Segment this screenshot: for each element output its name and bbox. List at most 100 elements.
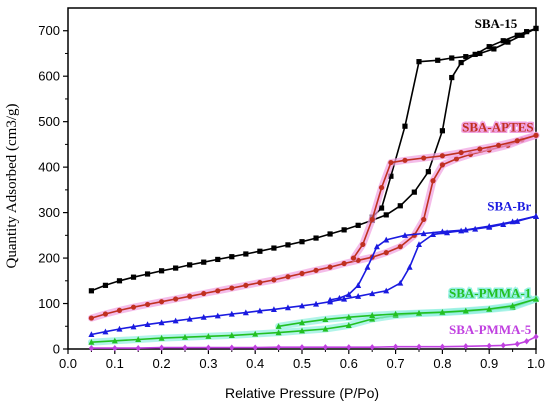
sba-aptes-adsorption-point	[173, 296, 179, 302]
sba-br-adsorption-point	[369, 290, 376, 297]
sba-aptes-adsorption-point	[130, 304, 137, 310]
sba-br-adsorption-point	[102, 328, 109, 335]
series-label-sba-br: SBA-Br	[487, 198, 531, 213]
sba-aptes-desorption-point	[378, 184, 385, 191]
sba-15-adsorption-point	[257, 248, 263, 254]
sba-15-desorption-point	[378, 205, 385, 211]
sba-br-adsorption-point	[116, 325, 123, 332]
sba-br-desorption-point	[373, 243, 380, 250]
sba-pmma-5-adsorption-point	[299, 344, 305, 351]
sba-15-adsorption-point	[486, 44, 492, 50]
sba-br-adsorption-point	[242, 309, 249, 316]
x-tick-label: 0.0	[59, 356, 77, 371]
sba-pmma-1-desorption-line	[278, 298, 537, 328]
sba-15-adsorption-point	[411, 189, 417, 195]
sba-aptes-adsorption-point	[229, 285, 235, 291]
sba-15-desorption-point	[519, 32, 525, 38]
sba-pmma-1-desorption-point	[509, 302, 516, 309]
y-tick-label: 700	[38, 23, 60, 38]
sba-pmma-5-adsorption-point	[486, 342, 492, 349]
sba-aptes-desorption-point	[369, 216, 375, 223]
sba-15-desorption-point	[491, 46, 497, 52]
sba-aptes-adsorption-point	[299, 270, 305, 277]
y-tick-label: 400	[38, 160, 60, 175]
sba-15-adsorption-point	[500, 38, 506, 44]
sba-pmma-1-desorption-point	[275, 323, 282, 329]
sba-aptes-adsorption-point	[102, 311, 109, 317]
sba-15-desorption-point	[435, 57, 441, 63]
sba-pmma-5-adsorption-point	[346, 344, 352, 351]
sba-15-adsorption-point	[355, 222, 361, 228]
sba-15-desorption-point	[533, 25, 539, 32]
sba-aptes-desorption-point	[388, 159, 394, 166]
sba-pmma-1-desorption-point	[369, 312, 376, 318]
series-label-sba-aptes: SBA-APTES	[462, 120, 534, 135]
series-label-sba-pmma-1: SBA-PMMA-1	[449, 286, 531, 301]
sba-pmma-1-adsorption-point	[111, 337, 118, 344]
sba-br-adsorption-line	[91, 215, 537, 336]
sba-aptes-adsorption-point	[243, 282, 249, 288]
sba-15-adsorption-point	[397, 203, 403, 209]
x-tick-label: 0.4	[246, 356, 264, 371]
y-tick-label: 600	[38, 69, 60, 84]
sba-15-adsorption-point	[313, 235, 319, 241]
sba-15-adsorption-line	[91, 27, 537, 292]
sba-br-desorption-point	[355, 282, 362, 288]
series-sba-aptes	[87, 131, 540, 322]
sba-15-desorption-point	[477, 50, 483, 57]
sba-pmma-5-adsorption-point	[500, 342, 506, 349]
sba-pmma-5-adsorption-point	[416, 343, 422, 350]
sba-pmma-5-adsorption-point	[463, 343, 469, 350]
sba-pmma-1-desorption-point	[533, 295, 539, 302]
sba-pmma-1-desorption-point	[322, 316, 329, 323]
sba-aptes-desorption-point	[533, 132, 539, 138]
sba-pmma-1-adsorption-point	[252, 330, 259, 337]
sba-pmma-1-adsorption-point	[299, 327, 305, 334]
sba-15-adsorption-point	[285, 242, 291, 248]
sba-pmma-5-adsorption-point	[439, 343, 445, 350]
sba-br-desorption-point	[533, 213, 539, 219]
sba-aptes-adsorption-point	[421, 216, 427, 223]
sba-pmma-1-adsorption-point	[205, 333, 212, 339]
sba-15-adsorption-point	[215, 256, 221, 263]
sba-15-adsorption-point	[514, 32, 520, 38]
x-tick-label: 0.3	[199, 356, 217, 371]
series-sba-br	[88, 213, 539, 338]
sba-br-desorption-point	[327, 296, 334, 303]
sba-aptes-desorption-point	[477, 146, 483, 152]
sba-br-adsorption-point	[299, 302, 305, 309]
sba-br-adsorption-point	[186, 315, 193, 322]
sba-pmma-1-desorption-point	[299, 319, 305, 326]
series-sba-pmma-5	[88, 333, 539, 352]
sba-aptes-adsorption-point	[257, 280, 263, 286]
sba-pmma-1-adsorption-point	[322, 325, 329, 332]
sba-aptes-adsorption-point	[341, 260, 347, 267]
x-tick-label: 1.0	[527, 356, 545, 371]
sba-br-desorption-point	[336, 294, 343, 301]
x-axis-ticks: 0.0 0.1 0.2 0.3 0.4 0.5 0.6 0.7 0.8 0.9 1.0	[59, 349, 545, 371]
sba-aptes-adsorption-point	[313, 267, 319, 273]
x-tick-label: 0.8	[433, 356, 451, 371]
y-tick-label: 200	[38, 251, 60, 266]
sba-15-adsorption-point	[229, 254, 235, 260]
sba-aptes-desorption-point	[495, 142, 502, 148]
sba-pmma-5-adsorption-point	[276, 344, 282, 351]
sba-pmma-5-adsorption-point	[88, 344, 94, 352]
sba-aptes-adsorption-point	[439, 162, 445, 168]
sba-aptes-desorption-point	[439, 153, 445, 159]
y-tick-label: 100	[38, 296, 60, 311]
sba-pmma-1-adsorption-point	[158, 334, 165, 341]
sba-br-adsorption-point	[355, 293, 362, 299]
sba-15-adsorption-point	[299, 239, 305, 245]
sba-aptes-adsorption-point	[187, 293, 193, 299]
sba-pmma-1-desorption-point	[392, 310, 399, 317]
sba-pmma-1-desorption-point	[462, 307, 469, 314]
sba-15-desorption-point	[449, 55, 455, 61]
sba-br-adsorption-point	[416, 241, 422, 248]
series-sba-pmma-1	[87, 295, 540, 346]
sba-aptes-adsorption-point	[271, 277, 277, 283]
sba-15-adsorption-point	[159, 268, 165, 274]
sba-br-desorption-point	[462, 226, 469, 233]
x-tick-label: 0.6	[340, 356, 358, 371]
sba-pmma-1-adsorption-point	[345, 322, 352, 328]
